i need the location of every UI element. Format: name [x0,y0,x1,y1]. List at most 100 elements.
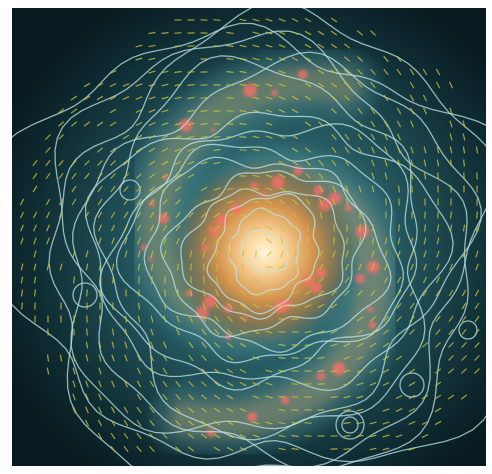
vector [226,407,234,413]
vector [461,328,467,336]
vector [164,289,166,297]
vector [252,83,260,87]
vector [330,17,338,23]
vector [200,122,208,126]
vector [111,263,115,271]
vector [423,263,427,271]
vector [384,159,388,167]
vector [187,446,195,452]
contour [84,111,454,392]
vector [304,121,312,127]
hii-knot [201,244,209,252]
vector [317,43,325,49]
vector [382,421,390,425]
vector [343,343,351,347]
vector [304,43,312,49]
vector [213,368,221,374]
vector [265,109,273,113]
vector [20,237,24,245]
vector [163,315,167,323]
vector [123,406,129,414]
vector [135,96,143,100]
hii-knot [368,321,377,329]
vector [84,160,90,166]
vector [226,58,234,60]
vector [86,289,88,297]
vector [111,341,115,349]
contour [99,123,418,391]
vector [255,250,257,258]
vector [239,136,247,138]
vector [265,122,273,126]
vector [239,447,247,451]
vector [176,237,180,245]
vector [174,135,182,139]
vector [136,445,142,453]
vector [97,173,103,179]
vector [124,250,128,258]
vector [331,108,337,114]
vector [71,198,77,206]
vector [356,395,364,399]
contour [240,229,289,273]
vector [161,122,169,126]
vector [383,68,389,76]
vector [227,329,233,335]
vector [124,328,128,336]
vector [409,107,415,115]
vector [266,251,272,257]
vector [187,407,195,413]
vector [252,44,260,48]
vector [463,159,465,167]
contour [93,55,426,441]
vector [110,173,116,179]
vector [122,160,130,166]
vector [344,290,350,296]
vector [161,109,169,113]
vector [447,394,455,400]
hii-knot [206,428,216,438]
vector [278,18,286,22]
vector [343,56,351,62]
vector [317,30,325,36]
vector [175,211,181,219]
vector [85,263,89,271]
vector [474,355,480,361]
vector [265,96,273,100]
vector [317,356,325,360]
vector [423,237,427,245]
vector [422,68,428,76]
vector [382,368,390,374]
vector [317,290,325,296]
vector [111,328,115,336]
vector [202,289,206,297]
vector [58,211,64,219]
vector [291,108,299,114]
vector [331,146,337,154]
vector [252,434,260,438]
vector [135,121,143,127]
vector [265,304,273,308]
vector [252,31,260,35]
vector [265,213,273,217]
vector [71,160,77,166]
vector [161,32,169,34]
vector [214,315,220,323]
vector [382,342,390,348]
vector [175,407,181,413]
vector [292,211,298,219]
vector [201,368,207,374]
vector [124,354,128,362]
vector [330,343,338,347]
vector [228,276,232,284]
vector [189,250,193,258]
vector [305,198,311,206]
vector [345,198,349,206]
hii-knot [317,372,326,381]
vector [72,354,76,362]
vector [343,395,351,399]
vector [318,263,324,271]
vector [410,159,414,167]
vector [149,186,155,192]
